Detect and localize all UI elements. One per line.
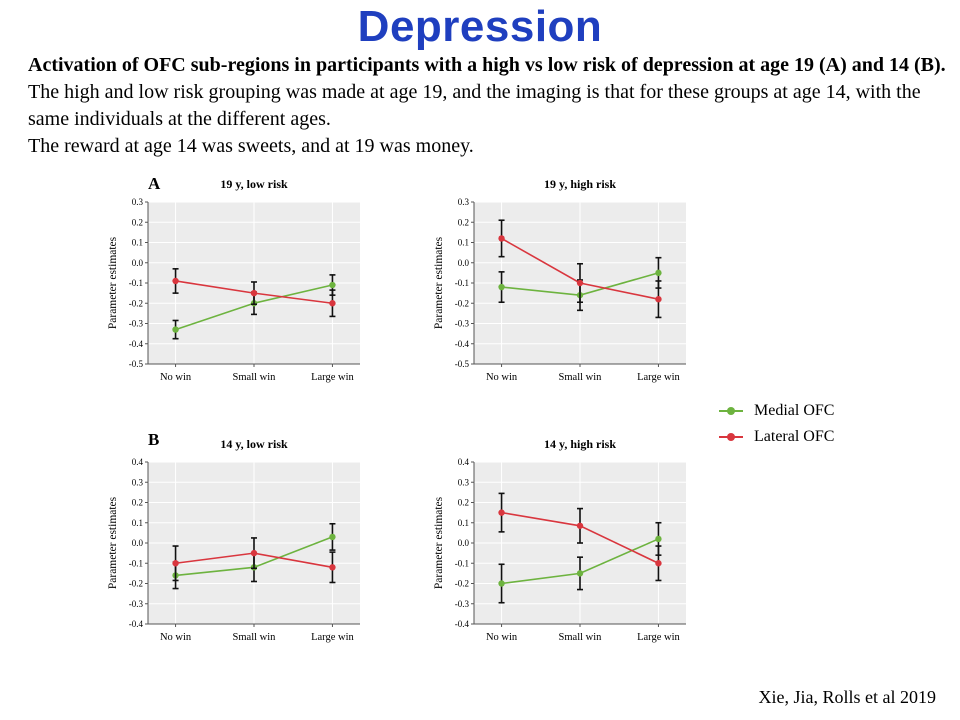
y-tick-label: -0.3 (129, 599, 144, 609)
data-point-medial-ofc (576, 570, 584, 577)
y-tick-label: 0.1 (132, 238, 143, 248)
data-point-lateral-ofc (172, 277, 179, 285)
data-point-medial-ofc (329, 533, 336, 541)
caption-rest: The high and low risk grouping was made … (28, 81, 921, 130)
y-tick-label: -0.4 (455, 619, 470, 629)
x-tick-label: Small win (559, 632, 603, 643)
legend-item-lateral-ofc: Lateral OFC (718, 424, 834, 450)
y-tick-label: 0.3 (458, 197, 470, 207)
y-axis-label: Parameter estimates (433, 236, 445, 329)
data-point-lateral-ofc (655, 560, 662, 567)
y-tick-label: 0.2 (132, 217, 143, 227)
data-point-lateral-ofc (655, 296, 662, 303)
x-tick-label: Large win (637, 372, 680, 383)
y-axis-label: Parameter estimates (107, 496, 119, 589)
y-tick-label: -0.1 (455, 558, 469, 568)
data-point-lateral-ofc (576, 279, 584, 287)
y-tick-label: -0.5 (455, 359, 470, 369)
x-tick-label: Small win (559, 372, 603, 383)
x-tick-label: No win (486, 372, 518, 383)
y-tick-label: -0.1 (129, 558, 143, 568)
legend: Medial OFC Lateral OFC (718, 398, 834, 450)
y-axis-label: Parameter estimates (107, 236, 119, 329)
legend-label-medial-ofc: Medial OFC (754, 402, 835, 419)
y-tick-label: -0.4 (129, 619, 144, 629)
caption-bold: Activation of OFC sub-regions in partici… (28, 54, 946, 76)
slide-title: Depression (357, 2, 603, 51)
x-tick-label: Large win (311, 632, 354, 643)
data-point-medial-ofc (498, 283, 505, 291)
y-tick-label: 0.0 (458, 538, 470, 548)
data-point-medial-ofc (329, 281, 336, 289)
y-tick-label: -0.1 (455, 278, 469, 288)
data-point-medial-ofc (172, 326, 179, 333)
chart-14y-high-risk: 14 y, high risk 0.4 0.3 0.2 0.1 0.0 -0.1 -0.2 -0… (433, 437, 686, 643)
y-tick-label: 0.3 (132, 477, 144, 487)
y-tick-label: -0.2 (129, 579, 143, 589)
data-point-lateral-ofc (498, 509, 505, 516)
chart-title: 14 y, high risk (544, 437, 616, 451)
y-axis-label: Parameter estimates (433, 496, 445, 589)
x-tick-label: No win (486, 632, 518, 643)
y-tick-label: -0.1 (129, 278, 143, 288)
data-point-lateral-ofc (250, 549, 258, 557)
legend-label-lateral-ofc: Lateral OFC (754, 428, 835, 445)
y-tick-label: 0.2 (458, 217, 469, 227)
data-point-medial-ofc (655, 535, 662, 543)
y-tick-label: -0.4 (129, 339, 144, 349)
y-tick-label: -0.2 (455, 579, 469, 589)
y-tick-label: -0.2 (129, 298, 143, 308)
data-point-medial-ofc (655, 269, 662, 277)
legend-item-medial-ofc: Medial OFC (718, 398, 834, 424)
chart-19y-high-risk: 19 y, high risk 0.3 0.2 0.1 0.0 -0.1 -0.2 -0.3 -… (433, 177, 686, 383)
y-tick-label: 0.2 (132, 498, 143, 508)
data-point-lateral-ofc (329, 564, 336, 571)
x-tick-label: Large win (311, 372, 354, 383)
chart-title: 14 y, low risk (220, 437, 288, 451)
y-tick-label: 0.1 (458, 518, 469, 528)
y-tick-label: -0.3 (455, 599, 470, 609)
data-point-lateral-ofc (329, 300, 336, 307)
y-tick-label: 0.2 (458, 498, 469, 508)
y-tick-label: 0.1 (458, 238, 469, 248)
caption-line2: The reward at age 14 was sweets, and at … (28, 135, 474, 157)
y-tick-label: -0.5 (129, 359, 144, 369)
panel-label-a: A (148, 174, 161, 193)
panel-label-b: B (148, 430, 160, 449)
y-tick-label: 0.0 (458, 258, 470, 268)
y-tick-label: 0.0 (132, 258, 144, 268)
chart-title: 19 y, high risk (544, 177, 616, 191)
y-tick-label: -0.4 (455, 339, 470, 349)
y-tick-label: 0.1 (132, 518, 143, 528)
chart-14y-low-risk: 14 y, low risk 0.4 0.3 0.2 0.1 0.0 -0.1 -0.2 -0.… (107, 437, 360, 643)
y-tick-label: -0.3 (455, 319, 470, 329)
y-tick-label: 0.4 (132, 457, 144, 467)
x-tick-label: No win (160, 632, 192, 643)
data-point-lateral-ofc (498, 235, 505, 242)
x-tick-label: Large win (637, 632, 680, 643)
data-point-lateral-ofc (172, 560, 179, 567)
chart-title: 19 y, low risk (220, 177, 288, 191)
y-tick-label: -0.2 (455, 298, 469, 308)
data-point-lateral-ofc (576, 522, 584, 529)
chart-19y-low-risk: 19 y, low risk 0.3 0.2 0.1 0.0 -0.1 -0.2 -0.3 -0… (107, 177, 360, 383)
y-tick-label: 0.4 (458, 457, 470, 467)
legend-marker-lateral-ofc (719, 433, 743, 441)
data-point-lateral-ofc (250, 289, 258, 297)
y-tick-label: 0.0 (132, 538, 144, 548)
citation: Xie, Jia, Rolls et al 2019 (758, 687, 936, 707)
caption: Activation of OFC sub-regions in partici… (28, 52, 948, 160)
x-tick-label: Small win (233, 372, 277, 383)
y-tick-label: 0.3 (132, 197, 144, 207)
data-point-medial-ofc (498, 580, 505, 587)
legend-marker-medial-ofc (719, 407, 743, 415)
y-tick-label: -0.3 (129, 319, 144, 329)
y-tick-label: 0.3 (458, 477, 470, 487)
x-tick-label: No win (160, 372, 192, 383)
x-tick-label: Small win (233, 632, 277, 643)
